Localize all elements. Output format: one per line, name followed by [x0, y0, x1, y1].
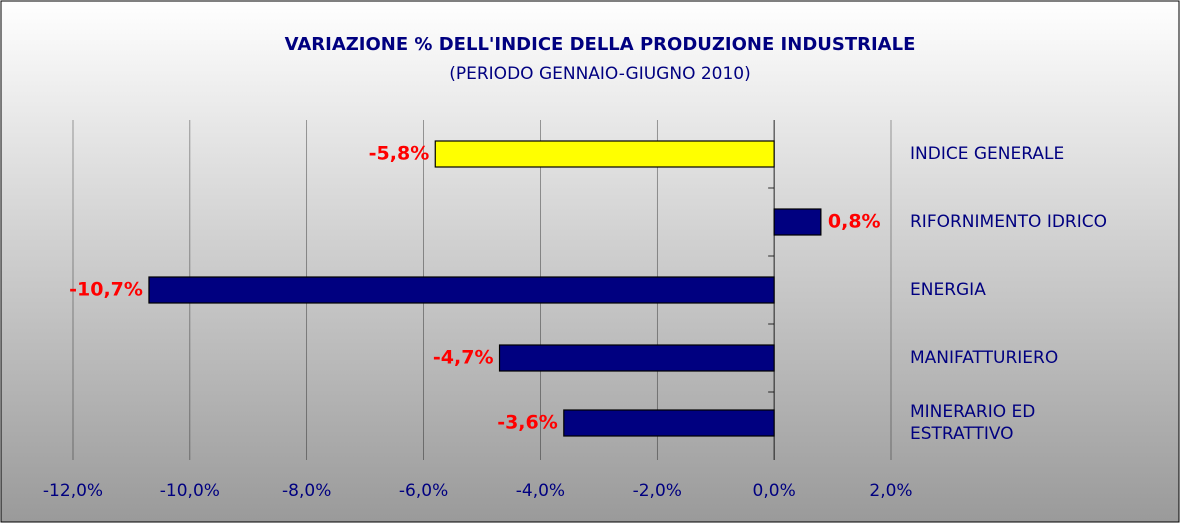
bar	[773, 208, 822, 236]
x-tick-label: -10,0%	[160, 481, 220, 501]
bar	[563, 409, 775, 437]
category-label: INDICE GENERALE	[910, 144, 1065, 164]
category-label: MANIFATTURIERO	[910, 348, 1059, 368]
bar	[148, 276, 775, 304]
x-tick-label: 0,0%	[753, 481, 796, 501]
category-label: MINERARIO ED ESTRATTIVO	[910, 402, 1036, 444]
category-label: RIFORNIMENTO IDRICO	[910, 212, 1108, 232]
x-tick-label: -8,0%	[282, 481, 331, 501]
chart-title: VARIAZIONE % DELL'INDICE DELLA PRODUZION…	[285, 34, 916, 55]
data-label: -5,8%	[369, 143, 430, 165]
data-label: -10,7%	[69, 279, 143, 301]
bar	[498, 344, 775, 372]
chart-subtitle: (PERIODO GENNAIO-GIUGNO 2010)	[449, 64, 751, 84]
category-label: ENERGIA	[910, 280, 986, 300]
data-label: -4,7%	[433, 347, 494, 369]
x-tick-label: -2,0%	[633, 481, 682, 501]
x-tick-label: 2,0%	[869, 481, 912, 501]
x-tick-label: -6,0%	[399, 481, 448, 501]
bar	[434, 140, 775, 168]
data-label: -3,6%	[497, 412, 558, 434]
x-tick-label: -4,0%	[516, 481, 565, 501]
data-label: 0,8%	[828, 211, 881, 233]
x-tick-label: -12,0%	[43, 481, 103, 501]
